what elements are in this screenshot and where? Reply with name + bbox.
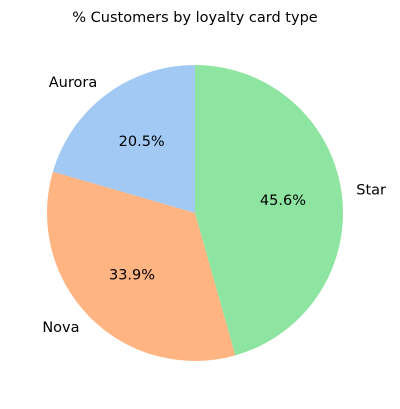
pie-value-label-aurora: 20.5% bbox=[119, 134, 165, 150]
pie-label-star: Star bbox=[356, 183, 386, 199]
pie-label-nova: Nova bbox=[42, 320, 79, 336]
pie-value-label-nova: 33.9% bbox=[109, 268, 155, 284]
pie-slices bbox=[46, 65, 344, 361]
pie-labels: Aurora 20.5% Nova 33.9% Star 45.6% bbox=[42, 75, 386, 336]
chart-title: % Customers by loyalty card type bbox=[72, 10, 317, 26]
pie-slice-aurora bbox=[52, 65, 196, 213]
pie-slice-star bbox=[195, 65, 344, 356]
pie-label-aurora: Aurora bbox=[49, 75, 97, 91]
pie-value-label-star: 45.6% bbox=[260, 193, 306, 209]
pie-slice-nova bbox=[46, 171, 236, 361]
